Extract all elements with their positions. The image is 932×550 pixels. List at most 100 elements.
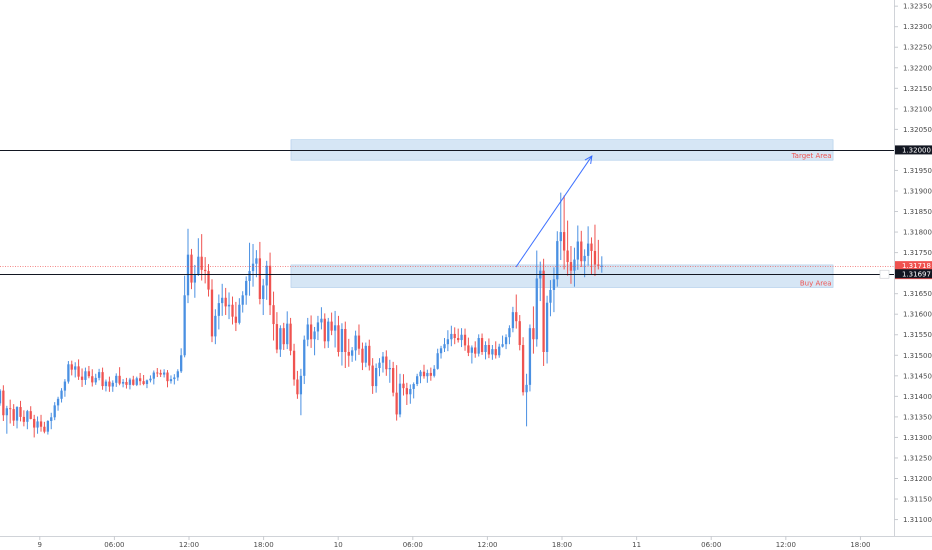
candle-body	[248, 271, 251, 281]
candle-body	[416, 376, 419, 385]
candle-body	[156, 372, 159, 374]
candle-body	[361, 348, 364, 363]
candles-layer	[0, 192, 603, 438]
candle-body	[344, 328, 347, 352]
candle-body	[176, 371, 179, 378]
candle-body	[450, 333, 453, 340]
candle-body	[528, 328, 532, 385]
candle-body	[535, 278, 538, 340]
candle-body	[275, 324, 279, 350]
candle-body	[511, 312, 515, 329]
x-tick-label: 18:00	[254, 541, 274, 549]
candle-body	[590, 243, 593, 251]
candle-body	[532, 328, 535, 340]
candle-body	[245, 280, 248, 296]
candle-body	[586, 243, 590, 256]
y-axis-ticks: 1.32350 1.32300 1.32250 1.32200 1.32150 1.321…	[894, 3, 932, 524]
axes-layer	[0, 0, 932, 537]
x-axis-ticks: 9 06:00 12:00 18:00 10 06:00 12:00 18:00 11 06:00…	[38, 536, 871, 549]
candle-body	[453, 333, 456, 339]
x-tick-label: 11	[632, 541, 641, 549]
candle-body	[97, 372, 101, 378]
candle-body	[388, 368, 391, 370]
candle-body	[562, 232, 566, 251]
buy-price-label: 1.31697	[902, 270, 931, 278]
x-tick-label: 12:00	[477, 541, 497, 549]
candle-body	[357, 335, 361, 349]
y-tick-label: 1.31300	[903, 434, 932, 442]
candle-body	[395, 392, 398, 415]
candle-body	[508, 328, 511, 338]
candle-body	[487, 345, 491, 355]
candle-body	[597, 264, 600, 266]
target-price-label: 1.32000	[902, 146, 931, 154]
candle-body	[286, 323, 289, 345]
candle-body	[422, 371, 426, 377]
candle-body	[515, 312, 518, 322]
candle-body	[405, 388, 408, 395]
candle-body	[2, 390, 5, 416]
candle-body	[33, 418, 36, 428]
candle-body	[56, 398, 60, 406]
candle-body	[467, 345, 470, 353]
candle-body	[347, 351, 350, 356]
candle-body	[118, 375, 121, 384]
candle-body	[67, 364, 70, 382]
candle-body	[207, 271, 210, 290]
candle-body	[53, 405, 56, 418]
candle-body	[15, 407, 19, 421]
x-tick-label: 06:00	[701, 541, 721, 549]
candle-body	[350, 350, 354, 356]
candle-body	[573, 259, 576, 271]
candle-body	[234, 316, 238, 323]
candle-body	[238, 304, 241, 323]
candle-body	[443, 344, 446, 349]
candle-body	[330, 321, 333, 331]
y-tick-label: 1.31200	[903, 475, 932, 483]
candle-body	[460, 334, 463, 341]
candle-body	[43, 426, 46, 432]
y-tick-label: 1.31400	[903, 393, 932, 401]
candle-body	[498, 346, 501, 356]
candle-body	[80, 376, 84, 380]
zone-rect	[290, 139, 834, 161]
candle-body	[600, 265, 603, 267]
candle-body	[217, 303, 220, 316]
y-tick-label: 1.32100	[903, 105, 932, 113]
candle-body	[39, 421, 43, 427]
candle-body	[22, 416, 26, 422]
candle-body	[231, 304, 234, 317]
candle-body	[214, 315, 217, 337]
candle-body	[91, 376, 94, 383]
candle-body	[494, 349, 497, 356]
y-tick-label: 1.32250	[903, 44, 932, 52]
candle-body	[210, 289, 214, 337]
x-tick-label: 10	[334, 541, 343, 549]
candle-body	[559, 232, 562, 242]
zones-layer: Target Area Buy Area	[290, 139, 834, 288]
candle-body	[94, 377, 97, 383]
candle-body	[385, 356, 388, 370]
y-tick-label: 1.32150	[903, 85, 932, 93]
candle-body	[552, 279, 556, 290]
candle-body	[204, 269, 207, 272]
candle-body	[299, 375, 303, 395]
candle-body	[63, 381, 67, 391]
y-tick-label: 1.31450	[903, 372, 932, 380]
candle-body	[70, 364, 73, 370]
candle-body	[412, 384, 415, 389]
candle-body	[190, 254, 193, 283]
candle-body	[268, 265, 272, 306]
y-tick-label: 1.31900	[903, 187, 932, 195]
candle-body	[138, 378, 142, 382]
price-scale-marker	[879, 269, 890, 279]
candle-body	[262, 285, 265, 300]
candle-body	[436, 353, 439, 369]
candle-body	[128, 379, 132, 385]
x-tick-label: 18:00	[850, 541, 870, 549]
candle-body	[525, 384, 528, 393]
candle-body	[166, 372, 169, 382]
candle-body	[484, 345, 487, 352]
candle-body	[36, 421, 39, 428]
